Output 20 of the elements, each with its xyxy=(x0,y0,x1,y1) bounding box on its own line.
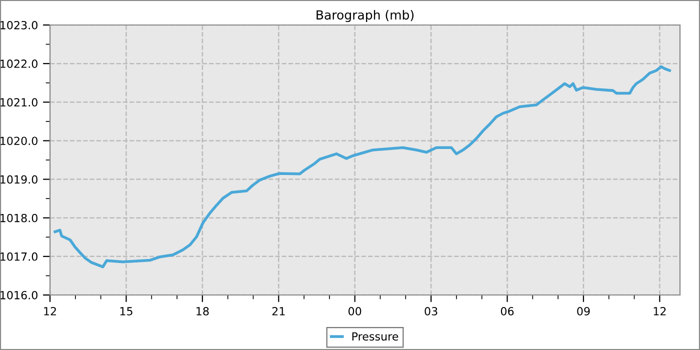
legend-label: Pressure xyxy=(352,332,398,341)
y-tick-label: 1017.0 xyxy=(0,252,38,261)
y-tick-label: 1022.0 xyxy=(0,60,38,68)
y-tick-label: 1016.0 xyxy=(0,290,38,300)
x-tick-label: 03 xyxy=(424,307,438,316)
y-tick-label: 1019.0 xyxy=(0,175,38,184)
line-series xyxy=(54,65,671,268)
x-tick-label: 09 xyxy=(577,307,590,316)
y-tick-label: 1018.0 xyxy=(0,214,38,222)
x-tick-label: 06 xyxy=(500,307,514,316)
x-tick-label: 21 xyxy=(272,307,285,316)
x-tick-label: 12 xyxy=(44,307,56,316)
chart-title: Barograph (mb) xyxy=(316,10,414,22)
x-tick-label: 12 xyxy=(654,307,666,316)
x-tick-label: 18 xyxy=(196,307,209,316)
x-tick-label: 00 xyxy=(348,307,362,316)
y-tick-label: 1020.0 xyxy=(0,136,38,146)
y-tick-label: 1021.0 xyxy=(0,98,38,107)
x-tick-label: 15 xyxy=(120,307,132,316)
y-tick-label: 1023.0 xyxy=(0,20,38,30)
